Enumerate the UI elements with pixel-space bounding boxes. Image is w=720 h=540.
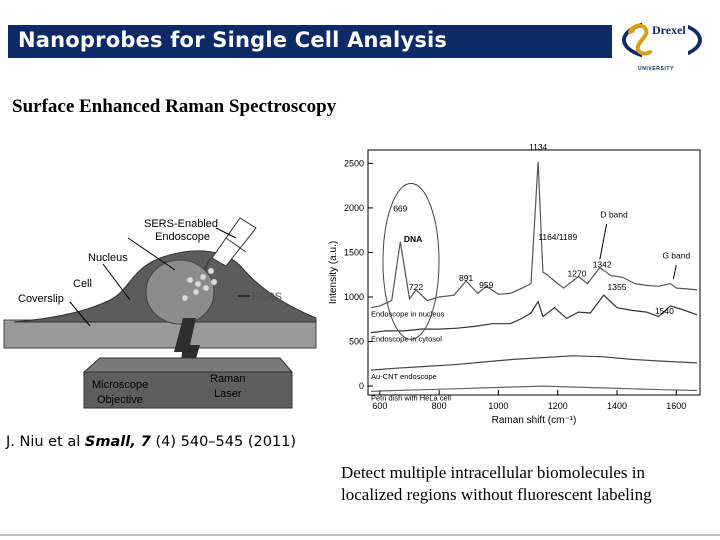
- university-logo: Drexel UNIVERSITY: [612, 10, 712, 75]
- title-banner: Nanoprobes for Single Cell Analysis: [8, 25, 712, 58]
- citation-prefix: J. Niu et al: [6, 434, 85, 450]
- nanoparticles: [181, 267, 218, 302]
- x-tick-label-4: 1400: [607, 401, 627, 411]
- peak-label-11: D band: [600, 210, 628, 220]
- coverslip-shape: [3, 319, 317, 349]
- peak-label-9: 1355: [608, 282, 627, 292]
- y-tick-label-3: 1500: [344, 247, 364, 257]
- logo-sub: UNIVERSITY: [638, 66, 675, 72]
- slide-title: Nanoprobes for Single Cell Analysis: [18, 28, 448, 52]
- y-tick-label-4: 2000: [344, 203, 364, 213]
- peak-label-10: 1540: [655, 306, 674, 316]
- peak-label-0: 1134: [529, 142, 548, 152]
- x-tick-label-3: 1200: [548, 401, 568, 411]
- label-objective-1: Microscope: [92, 379, 148, 391]
- series-label-0: Endoscope in nucleus: [371, 310, 445, 319]
- x-tick-label-5: 1600: [666, 401, 686, 411]
- caption-line-1: Detect multiple intracellular biomolecul…: [341, 463, 646, 482]
- bottom-rule: [0, 534, 720, 536]
- endoscope-shape: [211, 217, 257, 267]
- label-laser-2: Laser: [214, 388, 242, 400]
- label-sers: SERS: [252, 291, 282, 303]
- series-label-1: Endoscope in cytosol: [371, 335, 442, 344]
- objective-shape: [83, 371, 293, 409]
- caption-line-2: localized regions without fluorescent la…: [341, 485, 652, 504]
- g-band-arrow: [672, 264, 677, 280]
- citation: J. Niu et al Small, 7 (4) 540–545 (2011): [6, 434, 296, 450]
- peak-label-8: 1342: [593, 260, 612, 270]
- x-tick-label-0: 600: [372, 401, 387, 411]
- slide-subtitle: Surface Enhanced Raman Spectroscopy: [12, 96, 337, 117]
- peak-label-2: DNA: [404, 234, 422, 244]
- cell-schematic: SERS-Enabled Endoscope Nucleus Cell Cove…: [3, 217, 317, 409]
- peak-label-12: G band: [662, 251, 690, 261]
- label-objective-2: Objective: [97, 394, 143, 406]
- raman-spectrum-chart: 600 800 1000 1200 1400 1600 0 500 1000 1500 2000 25…: [328, 142, 701, 426]
- peak-label-1: 669: [393, 203, 407, 213]
- y-tick-label-1: 500: [349, 337, 364, 347]
- label-sers-2: Endoscope: [155, 231, 210, 243]
- dragon-icon: [628, 23, 652, 56]
- y-tick-label-0: 0: [359, 381, 364, 391]
- citation-rest: (4) 540–545 (2011): [150, 434, 297, 450]
- peak-label-3: 1164/1189: [538, 232, 577, 242]
- citation-journal: Small, 7: [84, 434, 151, 450]
- nucleus-shape: [145, 259, 215, 325]
- series-line-3: [370, 385, 698, 392]
- label-coverslip: Coverslip: [18, 293, 64, 305]
- series-line-1: [370, 294, 698, 334]
- peak-label-5: 959: [479, 280, 493, 290]
- peak-label-7: 1270: [568, 269, 587, 279]
- x-tick-label-2: 1000: [488, 401, 508, 411]
- label-laser-1: Raman: [210, 373, 245, 385]
- series-label-2: Au-CNT endoscope: [371, 372, 437, 381]
- caption: Detect multiple intracellular biomolecul…: [341, 462, 652, 506]
- dna-highlight: [382, 182, 440, 340]
- d-band-arrow: [599, 223, 608, 260]
- label-cell: Cell: [73, 278, 92, 290]
- x-axis-label: Raman shift (cm⁻¹): [492, 415, 577, 426]
- logo-name: Drexel: [652, 23, 686, 37]
- peak-label-4: 891: [459, 273, 473, 283]
- series-line-0: [370, 161, 698, 309]
- peak-label-6: 722: [409, 282, 423, 292]
- x-tick-label-1: 800: [432, 401, 447, 411]
- series-line-2: [370, 355, 698, 371]
- y-axis-label: Intensity (a.u.): [328, 241, 339, 304]
- y-tick-label-5: 2500: [344, 158, 364, 168]
- label-nucleus: Nucleus: [88, 252, 128, 264]
- series-label-3: Petri dish with HeLa cell: [371, 393, 451, 402]
- y-tick-label-2: 1000: [344, 292, 364, 302]
- label-sers-1: SERS-Enabled: [144, 218, 218, 230]
